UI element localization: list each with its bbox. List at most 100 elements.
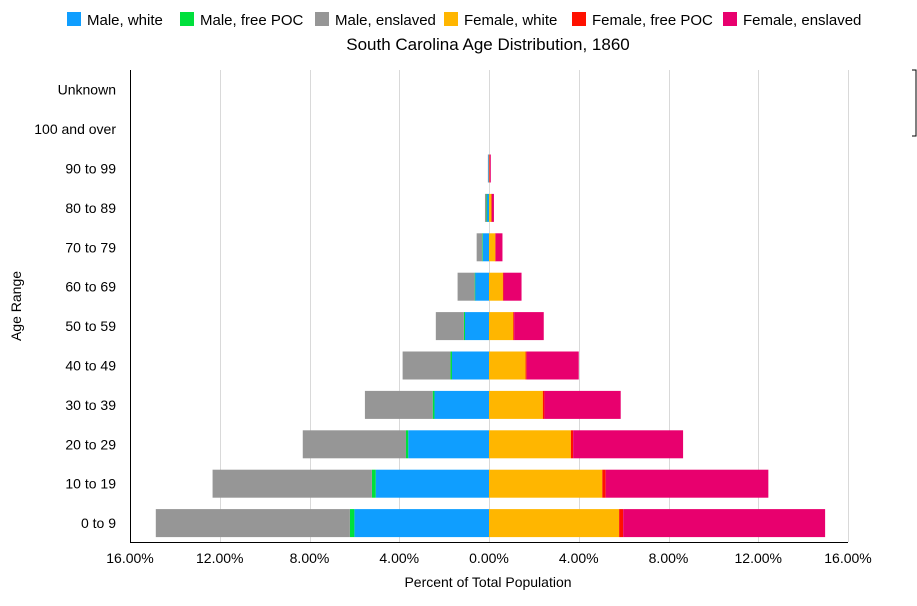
bar-male-free-poc-80-to-89 — [486, 193, 488, 222]
bar-female-white-30-to-39 — [489, 390, 543, 419]
x-tick-label: 12.00% — [196, 550, 243, 566]
legend-item-male-enslaved: Male, enslaved — [315, 12, 436, 29]
bar-male-white-10-to-19 — [375, 469, 489, 498]
bar-male-white-90-to-99 — [488, 154, 490, 183]
y-tick-label-90-to-99: 90 to 99 — [65, 161, 116, 177]
bar-female-white-0-to-9 — [489, 509, 620, 538]
legend-label-male-free-poc: Male, free POC — [200, 12, 304, 29]
bar-female-white-90-to-99 — [489, 154, 490, 183]
bar-female-free-poc-40-to-49 — [525, 351, 527, 380]
legend-swatch-female-white — [444, 12, 458, 26]
bar-female-enslaved-20-to-29 — [573, 430, 684, 459]
x-tick-labels: 16.00% 12.00% 8.00% 4.00% 0.00% 4.00% 8.00% 12.… — [106, 550, 871, 566]
legend-item-male-white: Male, white — [67, 12, 163, 29]
bar-female-free-poc-70-to-79 — [495, 233, 496, 262]
bar-male-enslaved-0-to-9 — [155, 509, 350, 538]
x-tick-label: 8.00% — [290, 550, 330, 566]
bar-male-enslaved-70-to-79 — [476, 233, 483, 262]
bar-male-enslaved-80-to-89 — [484, 193, 487, 222]
y-tick-label-20-to-29: 20 to 29 — [65, 436, 116, 452]
legend-label-female-free-poc: Female, free POC — [592, 12, 713, 29]
bar-female-white-20-to-29 — [489, 430, 571, 459]
x-tick-label: 12.00% — [735, 550, 782, 566]
bar-female-white-50-to-59 — [489, 312, 514, 341]
bar-male-free-poc-0-to-9 — [349, 509, 355, 538]
x-tick-label: 16.00% — [824, 550, 871, 566]
bar-female-free-poc-60-to-69 — [502, 272, 504, 301]
bar-female-enslaved-0-to-9 — [623, 509, 826, 538]
legend-label-female-enslaved: Female, enslaved — [743, 12, 861, 29]
bar-male-free-poc-40-to-49 — [450, 351, 452, 380]
y-tick-label-10-to-19: 10 to 19 — [65, 476, 116, 492]
bar-female-free-poc-20-to-29 — [570, 430, 574, 459]
edge-bracket-mark — [912, 69, 917, 137]
bar-male-white-60-to-69 — [475, 272, 489, 301]
legend-swatch-female-enslaved — [723, 12, 737, 26]
bar-male-free-poc-10-to-19 — [371, 469, 376, 498]
x-tick-label: 0.00% — [469, 550, 509, 566]
bar-male-enslaved-30-to-39 — [364, 390, 433, 419]
bar-female-enslaved-60-to-69 — [503, 272, 522, 301]
bar-male-free-poc-60-to-69 — [474, 272, 476, 301]
bar-female-free-poc-30-to-39 — [542, 390, 545, 419]
bar-male-free-poc-70-to-79 — [482, 233, 483, 262]
legend-swatch-male-white — [67, 12, 81, 26]
y-tick-label-100-and-over: 100 and over — [34, 121, 116, 137]
x-tick-label: 16.00% — [106, 550, 153, 566]
bar-male-free-poc-30-to-39 — [432, 390, 435, 419]
legend-label-male-white: Male, white — [87, 12, 163, 29]
chart-title: South Carolina Age Distribution, 1860 — [346, 35, 630, 54]
bar-male-free-poc-50-to-59 — [463, 312, 465, 341]
bar-female-white-60-to-69 — [489, 272, 503, 301]
bar-female-enslaved-90-to-99 — [489, 154, 491, 183]
bar-male-enslaved-60-to-69 — [457, 272, 475, 301]
bar-female-enslaved-70-to-79 — [495, 233, 503, 262]
y-tick-label-60-to-69: 60 to 69 — [65, 279, 116, 295]
bar-male-white-80-to-89 — [486, 193, 489, 222]
y-tick-label-30-to-39: 30 to 39 — [65, 397, 116, 413]
bars — [155, 154, 826, 538]
y-tick-label-70-to-79: 70 to 79 — [65, 239, 116, 255]
bar-male-enslaved-20-to-29 — [302, 430, 406, 459]
bar-female-white-70-to-79 — [489, 233, 496, 262]
bar-male-enslaved-90-to-99 — [487, 154, 489, 183]
bar-female-white-40-to-49 — [489, 351, 526, 380]
legend-swatch-male-enslaved — [315, 12, 329, 26]
bar-male-free-poc-20-to-29 — [405, 430, 409, 459]
bar-female-free-poc-10-to-19 — [602, 469, 606, 498]
y-tick-label-40-to-49: 40 to 49 — [65, 358, 116, 374]
bar-male-white-20-to-29 — [408, 430, 489, 459]
gridlines — [220, 70, 849, 542]
x-tick-label: 4.00% — [559, 550, 599, 566]
bar-female-free-poc-0-to-9 — [619, 509, 624, 538]
bar-female-enslaved-50-to-59 — [514, 312, 544, 341]
legend: Male, white Male, free POC Male, enslaved F… — [67, 12, 861, 29]
bar-female-white-10-to-19 — [489, 469, 603, 498]
x-tick-label: 8.00% — [649, 550, 689, 566]
y-tick-label-80-to-89: 80 to 89 — [65, 200, 116, 216]
bar-male-white-30-to-39 — [434, 390, 489, 419]
legend-swatch-male-free-poc — [180, 12, 194, 26]
y-axis-title: Age Range — [8, 271, 24, 341]
bar-female-enslaved-40-to-49 — [526, 351, 579, 380]
y-tick-label-50-to-59: 50 to 59 — [65, 318, 116, 334]
bar-female-white-80-to-89 — [489, 193, 492, 222]
legend-label-male-enslaved: Male, enslaved — [335, 12, 436, 29]
bar-male-white-70-to-79 — [482, 233, 489, 262]
bar-female-free-poc-50-to-59 — [513, 312, 515, 341]
y-tick-labels: Unknown 100 and over 90 to 99 80 to 89 70 to… — [34, 82, 116, 531]
legend-item-male-free-poc: Male, free POC — [180, 12, 304, 29]
bar-male-white-50-to-59 — [464, 312, 489, 341]
legend-item-female-enslaved: Female, enslaved — [723, 12, 861, 29]
bar-female-enslaved-10-to-19 — [605, 469, 769, 498]
legend-item-female-free-poc: Female, free POC — [572, 12, 713, 29]
bar-male-white-40-to-49 — [451, 351, 489, 380]
bar-male-white-0-to-9 — [354, 509, 489, 538]
bar-male-enslaved-40-to-49 — [402, 351, 451, 380]
x-tick-label: 4.00% — [379, 550, 419, 566]
y-tick-label-unknown: Unknown — [58, 82, 116, 98]
bar-female-enslaved-30-to-39 — [544, 390, 621, 419]
legend-label-female-white: Female, white — [464, 12, 557, 29]
y-tick-label-0-to-9: 0 to 9 — [81, 515, 116, 531]
